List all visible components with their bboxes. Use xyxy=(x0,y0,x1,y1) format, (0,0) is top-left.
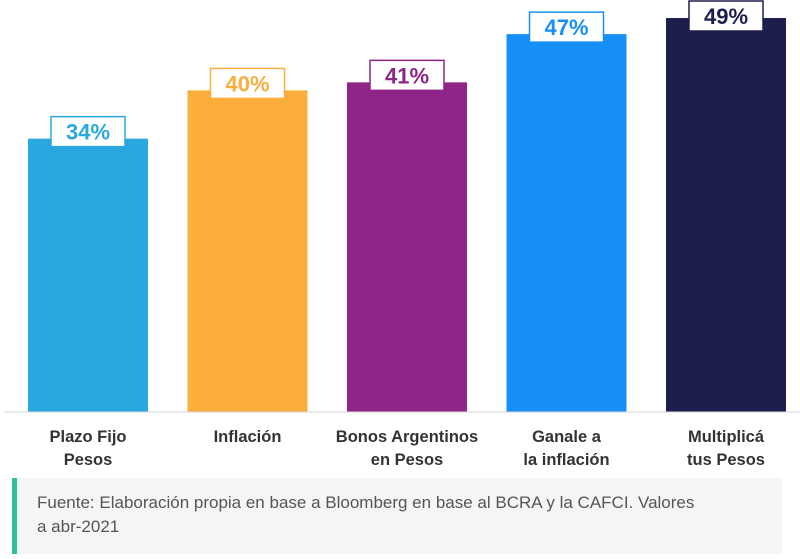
data-label-box-5 xyxy=(688,0,764,32)
data-label-box-2 xyxy=(209,67,286,100)
source-text: Fuente: Elaboración propia en base a Blo… xyxy=(37,491,777,539)
bar-4 xyxy=(506,34,627,413)
bar-3 xyxy=(347,82,467,413)
category-label-1-line-2: Pesos xyxy=(63,451,113,469)
data-label-3: 41% xyxy=(385,63,429,88)
chart-plot-area: 34% 40% 41% 47% 49% xyxy=(4,0,800,413)
category-label-1: Plazo Fijo Pesos xyxy=(0,426,178,472)
source-line-1: Fuente: Elaboración propia en base a Blo… xyxy=(37,493,695,512)
data-label-box-1 xyxy=(50,115,126,148)
category-label-2-line-1: Inflación xyxy=(213,428,282,446)
category-label-2: Inflación xyxy=(158,426,338,449)
bar-2 xyxy=(187,90,308,413)
bar-1 xyxy=(28,138,148,412)
source-line-2: a abr-2021 xyxy=(37,517,120,536)
category-label-1-line-1: Plazo Fijo xyxy=(49,428,127,446)
category-label-3-line-1: Bonos Argentinos xyxy=(335,428,479,446)
data-label-5: 49% xyxy=(704,4,748,29)
category-label-5-line-1: Multiplicá xyxy=(687,428,765,446)
category-label-4-line-2: la inflación xyxy=(523,451,610,469)
category-label-4: Ganale a la inflación xyxy=(477,426,657,472)
data-label-box-4 xyxy=(528,11,605,43)
data-label-box-3 xyxy=(369,59,445,92)
bar-5 xyxy=(666,18,786,412)
data-label-2: 40% xyxy=(225,71,269,96)
category-label-5: Multiplicá tus Pesos xyxy=(636,426,800,472)
source-note: Fuente: Elaboración propia en base a Blo… xyxy=(12,478,782,554)
category-label-3-line-2: en Pesos xyxy=(370,451,444,469)
data-label-4: 47% xyxy=(544,15,588,40)
category-label-4-line-1: Ganale a xyxy=(532,428,601,446)
category-label-3: Bonos Argentinos en Pesos xyxy=(317,426,497,472)
data-label-1: 34% xyxy=(66,120,110,145)
category-label-5-line-2: tus Pesos xyxy=(687,451,765,469)
